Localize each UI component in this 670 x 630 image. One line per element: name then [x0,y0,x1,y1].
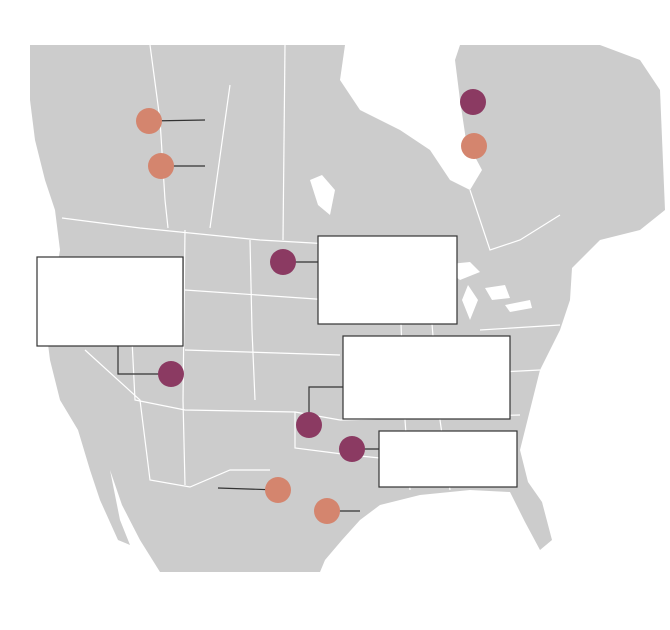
callout-box [317,235,458,325]
lakes [310,175,532,320]
marker [314,498,340,524]
marker [296,412,322,438]
callout-box [36,256,184,347]
callout-box [342,335,511,420]
marker [148,153,174,179]
callout-box [378,430,518,488]
marker [460,89,486,115]
marker [265,477,291,503]
marker [339,436,365,462]
marker [461,133,487,159]
markers [136,89,487,524]
marker [270,249,296,275]
marker [136,108,162,134]
callout-boxes [36,235,518,488]
marker [158,361,184,387]
